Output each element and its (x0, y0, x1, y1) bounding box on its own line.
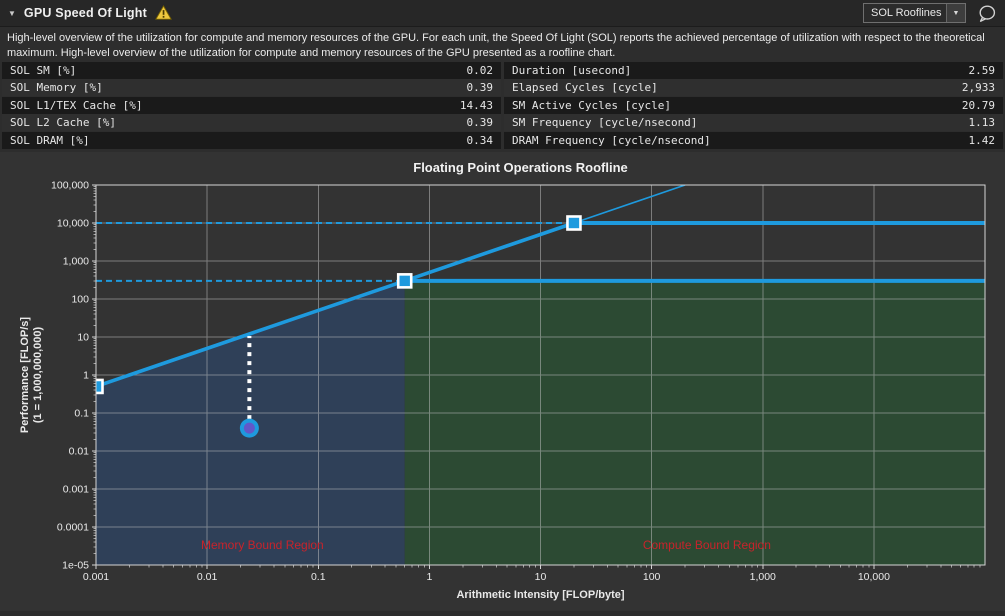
table-row: SOL DRAM [%] 0.34 (2, 131, 501, 149)
metric-label: SOL L2 Cache [%] (10, 116, 116, 130)
table-row: SM Frequency [cycle/nsecond] 1.13 (504, 114, 1003, 132)
metric-value: 1.13 (968, 116, 996, 130)
table-row: Duration [usecond] 2.59 (504, 62, 1003, 79)
table-row: SOL SM [%] 0.02 (2, 62, 501, 79)
x-tick-label: 0.1 (311, 571, 326, 583)
chart-title: Floating Point Operations Roofline (413, 160, 628, 175)
table-row: DRAM Frequency [cycle/nsecond] 1.42 (504, 131, 1003, 149)
table-row: SM Active Cycles [cycle] 20.79 (504, 96, 1003, 114)
y-tick-label: 0.01 (69, 446, 90, 458)
speech-bubble-icon (979, 5, 996, 22)
metric-value: 2,933 (961, 81, 995, 95)
metric-label: SOL L1/TEX Cache [%] (10, 98, 143, 112)
y-tick-label: 1,000 (63, 256, 89, 268)
metric-value: 20.79 (961, 98, 995, 112)
chevron-down-icon: ▼ (946, 4, 965, 22)
y-tick-label: 10 (77, 332, 89, 344)
x-axis-title: Arithmetic Intensity [FLOP/byte] (456, 589, 624, 601)
roofline-chart-canvas[interactable]: Floating Point Operations Roofline Memory… (0, 152, 1005, 611)
metric-label: Duration [usecond] (512, 64, 632, 77)
x-tick-label: 1 (426, 571, 432, 583)
warning-icon (155, 5, 172, 21)
compute-bound-region (404, 280, 985, 565)
rooflines-dropdown[interactable]: SOL Rooflines ▼ (863, 3, 966, 23)
bandwidth-roofline (96, 221, 575, 389)
region-label-compute: Compute Bound Region (643, 538, 771, 552)
metric-label: DRAM Frequency [cycle/nsecond] (512, 133, 711, 147)
sol-metrics-table: SOL SM [%] 0.02 SOL Memory [%] 0.39 SOL L1/T… (2, 62, 501, 150)
metric-label: SOL DRAM [%] (10, 133, 90, 147)
x-tick-label: 0.001 (83, 571, 109, 583)
rooflines-dropdown-value: SOL Rooflines (871, 7, 942, 19)
metric-value: 1.42 (968, 133, 996, 147)
y-tick-label: 10,000 (57, 218, 89, 230)
metric-label: Elapsed Cycles [cycle] (512, 81, 658, 95)
comment-button[interactable] (977, 4, 997, 23)
y-tick-label: 0.1 (74, 408, 89, 420)
section-header: ▼ GPU Speed Of Light SOL Rooflines ▼ (0, 0, 1005, 27)
section-title: GPU Speed Of Light (23, 6, 147, 20)
axis-ticks (92, 184, 981, 569)
x-tick-label: 100 (643, 571, 661, 583)
x-tick-label: 10,000 (858, 571, 890, 583)
y-tick-label: 1 (83, 370, 89, 382)
y-tick-label: 0.001 (63, 484, 89, 496)
x-tick-label: 10 (535, 571, 547, 583)
stats-metrics-table: Duration [usecond] 2.59 Elapsed Cycles [cy… (504, 62, 1003, 150)
region-label-memory: Memory Bound Region (201, 538, 324, 552)
table-row: SOL Memory [%] 0.39 (2, 79, 501, 97)
metric-label: SM Frequency [cycle/nsecond] (512, 116, 698, 130)
x-tick-label: 1,000 (750, 571, 776, 583)
roofline-chart: Floating Point Operations Roofline Memory… (0, 152, 1005, 611)
y-tick-label: 100 (71, 294, 89, 306)
y-tick-label: 0.0001 (57, 522, 89, 534)
ridge-marker-double-precision-peak[interactable] (396, 273, 413, 289)
collapse-chevron-icon[interactable]: ▼ (8, 8, 16, 18)
y-axis-title: Performance [FLOP/s](1 = 1,000,000,000) (19, 317, 44, 433)
metric-value: 14.43 (459, 98, 493, 112)
achieved-point[interactable] (243, 422, 255, 434)
metric-value: 2.59 (968, 64, 996, 77)
y-tick-label: 1e-05 (62, 560, 89, 572)
metrics-tables: SOL SM [%] 0.02 SOL Memory [%] 0.39 SOL L1/T… (0, 62, 1005, 150)
table-row: SOL L1/TEX Cache [%] 14.43 (2, 96, 501, 114)
table-row: SOL L2 Cache [%] 0.39 (2, 114, 501, 132)
section-description: High-level overview of the utilization f… (0, 28, 1005, 61)
metric-value: 0.39 (466, 116, 494, 130)
metric-value: 0.39 (466, 81, 494, 95)
table-row: Elapsed Cycles [cycle] 2,933 (504, 79, 1003, 97)
metric-label: SM Active Cycles [cycle] (512, 98, 671, 112)
ridge-marker-single-precision-peak[interactable] (566, 215, 582, 231)
metric-value: 0.02 (466, 64, 494, 77)
bandwidth-start-marker[interactable] (90, 378, 104, 395)
y-tick-label: 100,000 (51, 180, 89, 192)
metric-value: 0.34 (466, 133, 494, 147)
metric-label: SOL Memory [%] (10, 81, 103, 95)
x-tick-label: 0.01 (197, 571, 218, 583)
metric-label: SOL SM [%] (10, 64, 77, 77)
